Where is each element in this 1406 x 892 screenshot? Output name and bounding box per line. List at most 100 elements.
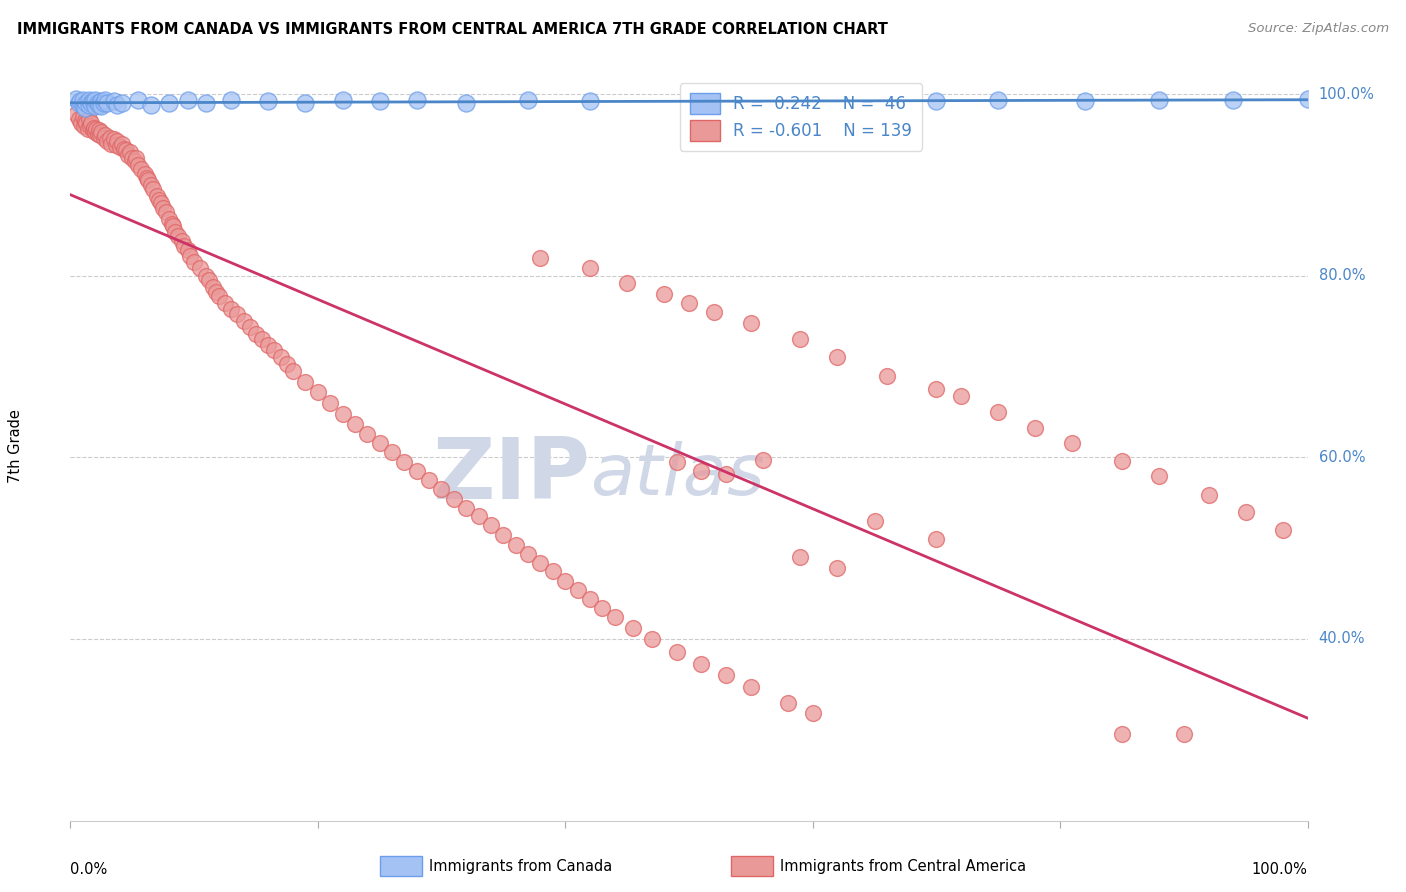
Point [740,680,762,694]
Point [84,94,107,108]
Point [1147,469,1170,483]
Point [541,564,564,578]
Text: Immigrants from Canada: Immigrants from Canada [429,859,612,873]
Point [579,592,602,607]
Text: 100.0%: 100.0% [1319,87,1375,102]
Point [90,125,112,139]
Point [678,96,700,111]
Text: IMMIGRANTS FROM CANADA VS IMMIGRANTS FROM CENTRAL AMERICA 7TH GRADE CORRELATION : IMMIGRANTS FROM CANADA VS IMMIGRANTS FRO… [17,22,887,37]
Point [195,268,218,283]
Point [201,279,224,293]
Point [165,225,187,239]
Point [579,261,602,276]
Text: 40.0%: 40.0% [1319,632,1365,647]
Point [77,98,100,112]
Point [789,332,811,346]
Point [136,173,159,187]
Point [127,94,149,108]
Point [65,92,87,106]
Point [139,178,162,192]
Point [1111,454,1133,468]
Point [84,99,107,113]
Point [257,337,280,351]
Point [714,467,737,481]
Point [111,136,134,151]
Point [195,96,218,111]
Point [925,532,948,546]
Point [245,326,267,341]
Point [155,205,177,219]
Point [690,657,713,671]
Point [208,288,231,302]
Point [146,188,169,202]
Point [80,96,103,111]
Point [84,121,107,136]
Point [77,112,100,127]
Point [752,94,775,108]
Point [827,351,849,365]
Point [356,426,378,441]
Text: Immigrants from Central America: Immigrants from Central America [780,859,1026,873]
Point [517,94,540,108]
Point [129,161,152,176]
Point [752,453,775,467]
Point [152,201,174,215]
Point [82,95,104,109]
Point [925,382,948,396]
Point [665,455,688,469]
Point [96,96,118,111]
Point [714,668,737,682]
Point [160,217,183,231]
Point [125,151,148,165]
Point [1111,727,1133,741]
Point [86,96,108,111]
Point [789,550,811,565]
Point [1222,94,1244,108]
Point [1173,727,1195,741]
Point [270,351,292,365]
Point [529,556,551,570]
Point [205,285,228,299]
Point [77,94,100,108]
Point [73,119,96,133]
Point [456,501,478,516]
Point [100,136,122,151]
Point [148,194,170,208]
Point [505,537,527,551]
Point [86,127,108,141]
Point [276,357,298,371]
Point [93,96,115,111]
Point [381,445,404,459]
Point [198,273,221,287]
Point [665,645,688,659]
Point [591,601,613,615]
Point [136,170,159,185]
Text: 80.0%: 80.0% [1319,268,1365,283]
Point [343,417,366,431]
Point [467,509,489,524]
Point [603,610,626,624]
Point [1234,505,1257,519]
Point [115,144,138,158]
Point [1062,435,1084,450]
Point [72,110,94,124]
Point [98,130,121,145]
Point [112,142,135,156]
Point [529,251,551,265]
Point [67,96,90,111]
Text: Source: ZipAtlas.com: Source: ZipAtlas.com [1249,22,1389,36]
Point [579,95,602,109]
Point [226,307,249,321]
Point [1296,92,1319,106]
Point [368,435,391,450]
Point [142,182,165,196]
Point [65,107,87,121]
Point [105,134,128,148]
Point [87,98,110,112]
Point [111,96,134,111]
Point [82,123,104,137]
Point [219,302,242,317]
Point [641,632,664,646]
Point [219,94,242,108]
Point [76,121,98,136]
